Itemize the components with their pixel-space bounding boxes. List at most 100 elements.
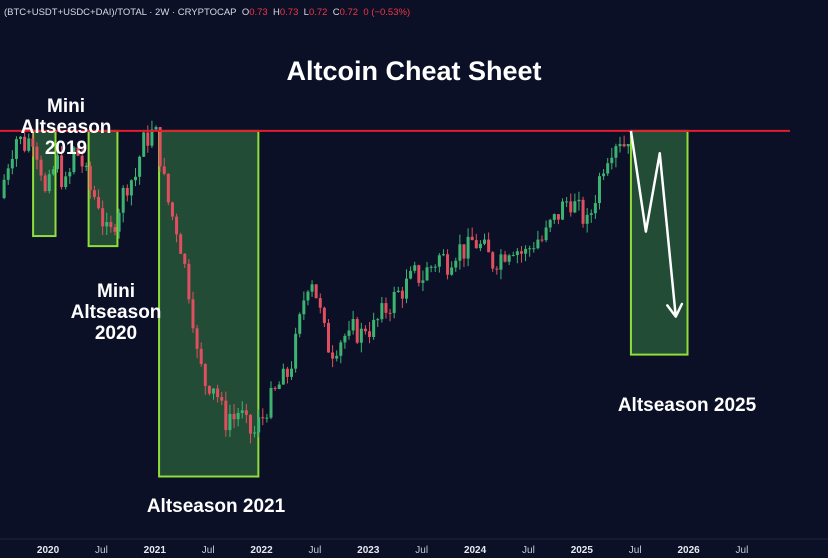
candle-body xyxy=(347,330,351,336)
candle-body xyxy=(376,319,380,321)
candle-body xyxy=(47,174,51,192)
candle-body xyxy=(331,352,335,359)
x-tick-label: 2024 xyxy=(464,545,487,556)
candle-body xyxy=(392,291,396,313)
candle-body xyxy=(519,251,523,254)
candle-body xyxy=(429,266,433,268)
x-tick-label: Jul xyxy=(629,545,642,556)
candle-body xyxy=(614,146,618,158)
candle-body xyxy=(175,216,179,235)
low-value: 0.72 xyxy=(308,7,328,18)
candle-body xyxy=(437,255,441,267)
candle-body xyxy=(569,201,573,213)
candle-body xyxy=(216,388,220,398)
mini-altseason-2019-label: Mini Altseason 2019 xyxy=(18,96,114,159)
candle-body xyxy=(220,397,224,401)
candle-body xyxy=(404,278,408,299)
candle-body xyxy=(626,144,630,147)
candle-body xyxy=(294,333,298,369)
candle-body xyxy=(269,387,273,418)
low-label: L xyxy=(303,7,309,18)
candle-body xyxy=(248,414,252,434)
candle-body xyxy=(195,328,199,349)
candle-body xyxy=(183,253,187,264)
candle-body xyxy=(84,165,88,167)
candle-body xyxy=(515,251,519,256)
candle-body xyxy=(97,196,101,209)
candle-body xyxy=(142,132,146,157)
mini-altseason-2020-label: Mini Altseason 2020 xyxy=(64,281,168,344)
altseason-2021-label: Altseason 2021 xyxy=(146,496,286,517)
candle-body xyxy=(88,165,92,191)
candle-body xyxy=(35,146,39,160)
candle-body xyxy=(552,214,556,220)
change-value: 0 (−0.53%) xyxy=(363,7,411,18)
candle-body xyxy=(19,136,23,140)
candle-body xyxy=(31,138,35,147)
candle-body xyxy=(470,236,474,241)
projection-arrow-layer xyxy=(629,130,684,318)
candle-body xyxy=(483,239,487,244)
candle-body xyxy=(495,268,499,270)
candle-body xyxy=(441,254,445,256)
candle-body xyxy=(524,248,528,254)
candle-body xyxy=(170,202,174,217)
candle-body xyxy=(421,280,425,283)
candle-body xyxy=(253,432,257,434)
candle-body xyxy=(133,176,137,181)
candle-body xyxy=(544,227,548,241)
candle-body xyxy=(207,385,211,394)
x-axis: 2020 Jul 2021 Jul 2022 Jul 2023 Jul 2024 Jul 2025 J… xyxy=(0,538,828,556)
candle-body xyxy=(60,155,64,188)
candle-body xyxy=(261,417,265,419)
candle-body xyxy=(368,331,372,338)
x-tick-label: Jul xyxy=(415,545,428,556)
candle-body xyxy=(10,158,14,169)
candle-body xyxy=(51,169,55,175)
candle-body xyxy=(117,212,121,232)
annot-line: Altseason xyxy=(20,117,112,138)
candle-body xyxy=(191,299,195,329)
candle-body xyxy=(355,318,359,343)
open-value: 0.73 xyxy=(249,7,268,18)
candle-body xyxy=(302,300,306,315)
candle-body xyxy=(113,227,117,232)
candle-body xyxy=(491,252,495,269)
candle-body xyxy=(536,239,540,249)
arrow-head xyxy=(666,302,684,318)
altseason-2025-box xyxy=(629,129,689,356)
candle-body xyxy=(179,234,183,254)
candle-body xyxy=(339,342,343,356)
candle-body xyxy=(388,312,392,314)
candle-body xyxy=(396,290,400,292)
candle-body xyxy=(212,388,216,394)
candle-body xyxy=(597,176,601,204)
annot-line: Mini xyxy=(47,96,85,117)
candle-body xyxy=(540,239,544,241)
candle-body xyxy=(187,263,191,300)
chart-header: (BTC+USDT+USDC+DAI)/TOTAL · 2W · CRYPTOC… xyxy=(4,7,410,18)
candle-body xyxy=(622,144,626,147)
candle-body xyxy=(203,363,207,386)
candle-body xyxy=(610,157,614,164)
candle-body xyxy=(105,222,109,227)
annot-line: Altseason xyxy=(70,302,162,323)
candle-body xyxy=(466,236,470,259)
candle-body xyxy=(573,201,577,213)
candle-body xyxy=(314,284,318,299)
altseason-2025-label: Altseason 2025 xyxy=(617,395,757,416)
high-value: 0.73 xyxy=(279,7,299,18)
candle-body xyxy=(43,175,47,192)
candle-body xyxy=(359,328,363,343)
candle-body xyxy=(2,179,6,199)
candle-body xyxy=(433,266,437,268)
candle-body xyxy=(326,322,330,353)
candle-body xyxy=(244,410,248,415)
candle-body xyxy=(425,267,429,281)
candle-body xyxy=(55,155,59,170)
candle-body xyxy=(606,163,610,174)
candle-body xyxy=(335,355,339,359)
candle-body xyxy=(14,139,18,159)
candle-body xyxy=(487,239,491,253)
